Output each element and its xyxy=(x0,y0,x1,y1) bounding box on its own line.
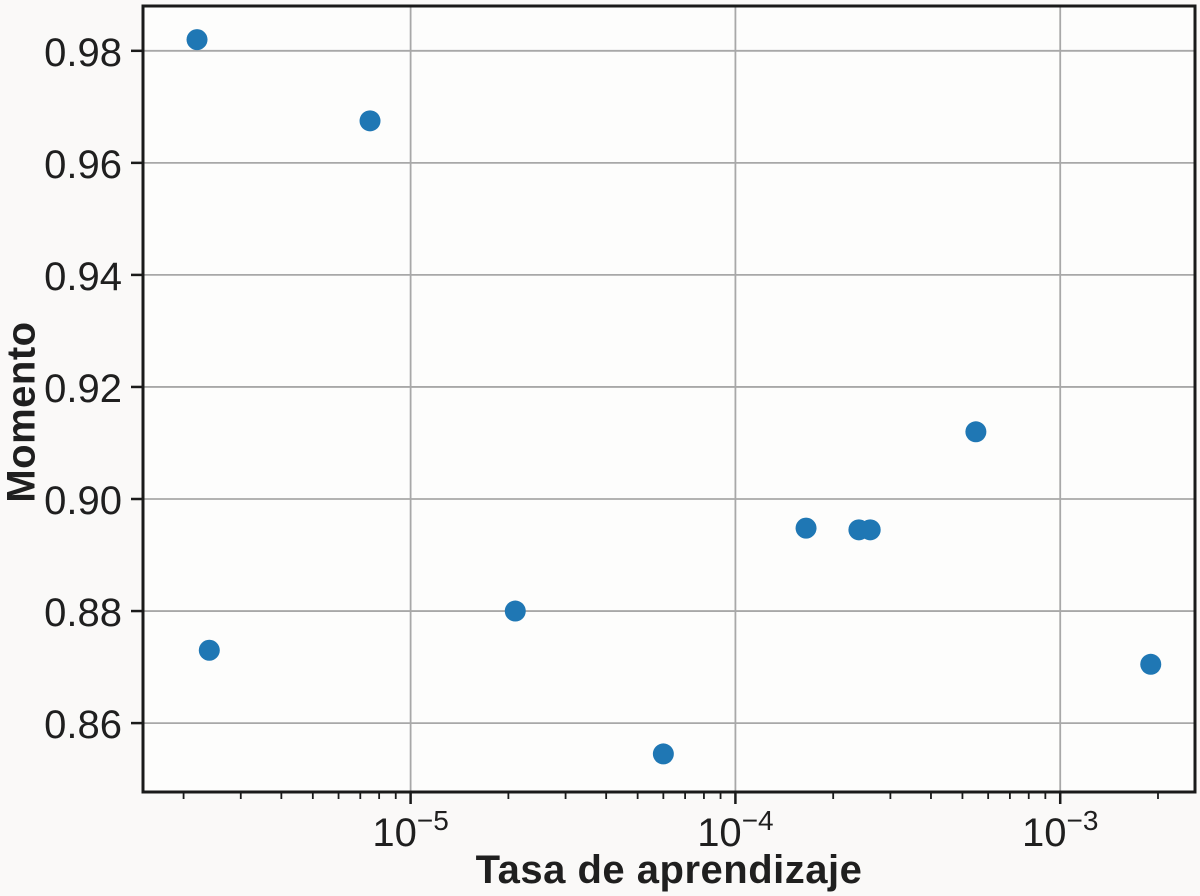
y-tick-label: 0.98 xyxy=(44,31,122,75)
y-tick-label: 0.96 xyxy=(44,143,122,187)
data-point xyxy=(359,110,381,132)
y-tick-label: 0.86 xyxy=(44,703,122,747)
data-point xyxy=(504,600,526,622)
data-point xyxy=(652,743,674,765)
y-tick-label: 0.90 xyxy=(44,479,122,523)
data-point xyxy=(198,639,220,661)
x-axis-title: Tasa de aprendizaje xyxy=(475,848,863,892)
x-tick-label: 10−5 xyxy=(372,805,448,855)
data-point xyxy=(795,517,817,539)
plot-border xyxy=(141,4,1197,794)
plot-area xyxy=(143,6,1195,792)
y-tick-label: 0.88 xyxy=(44,591,122,635)
data-point xyxy=(965,421,987,443)
data-point xyxy=(1140,653,1162,675)
x-tick-label: 10−3 xyxy=(1022,805,1098,855)
y-tick-label: 0.94 xyxy=(44,255,122,299)
y-tick-label: 0.92 xyxy=(44,367,122,411)
data-point xyxy=(186,29,208,51)
data-point xyxy=(859,519,881,541)
x-tick-label: 10−4 xyxy=(697,805,773,855)
y-axis-title: Momento xyxy=(0,321,44,503)
